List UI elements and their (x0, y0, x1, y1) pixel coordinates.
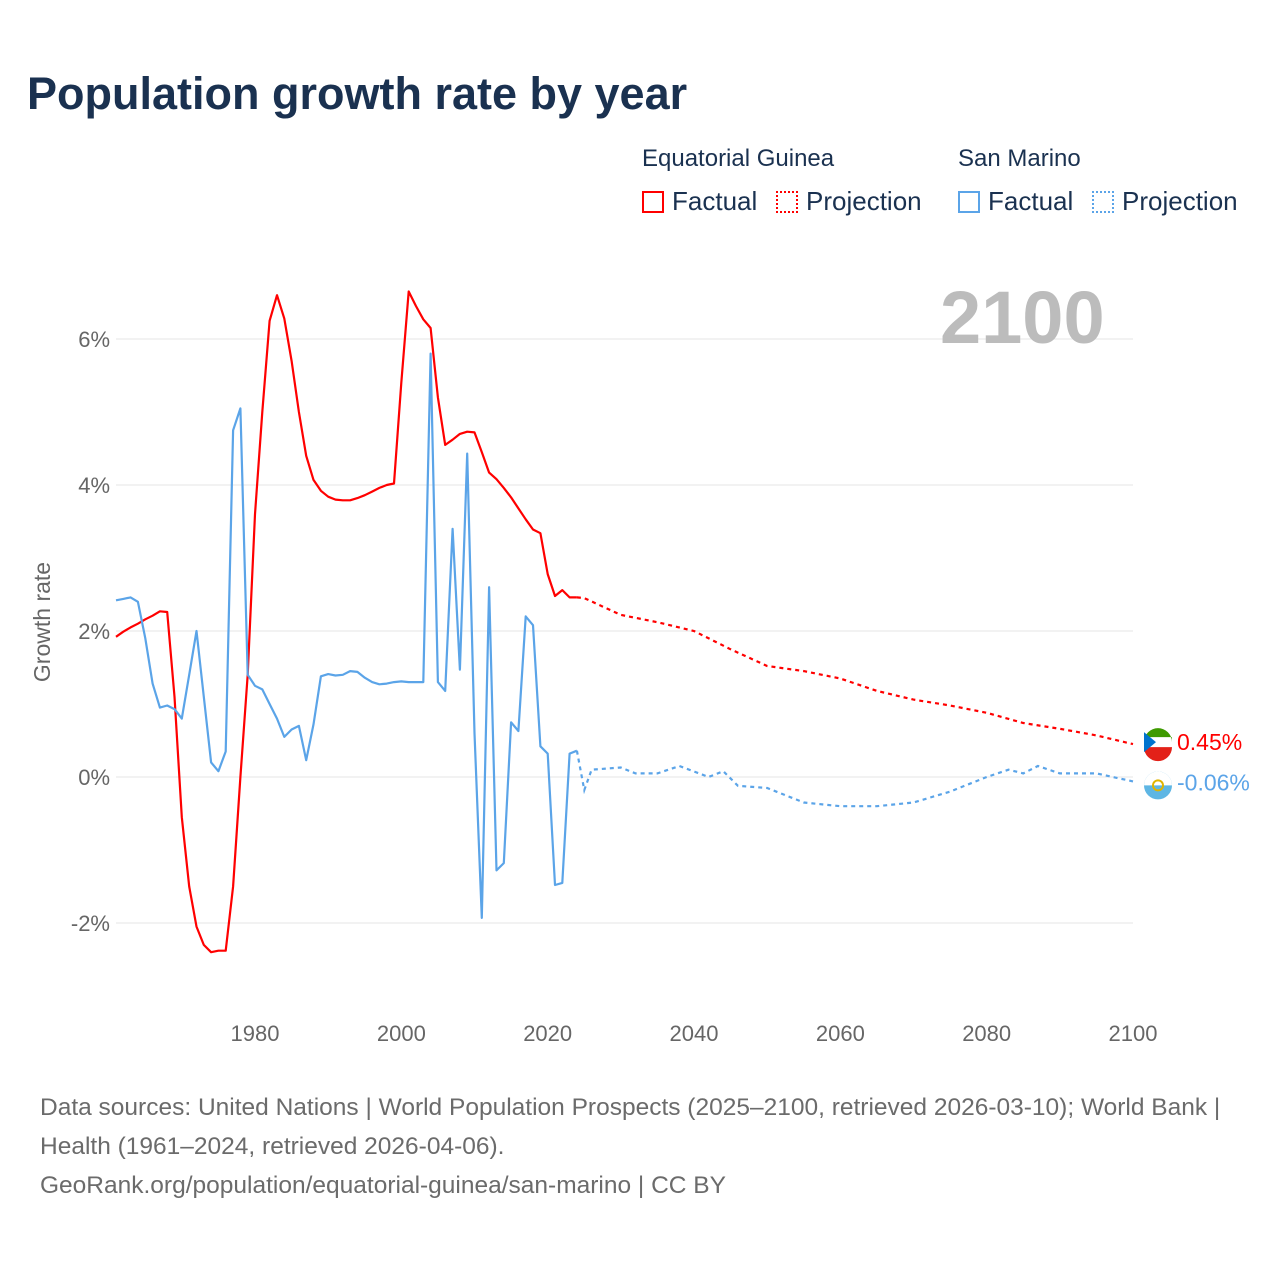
x-tick-label: 2060 (816, 1021, 865, 1046)
footer: Data sources: United Nations | World Pop… (40, 1088, 1240, 1205)
y-tick-label: 0% (78, 765, 110, 790)
plot-area: -2%0%2%4%6%1980 2000 2020 2040 2060 2080 2100 … (29, 290, 1250, 1046)
equatorial-guinea-factual-line (115, 290, 577, 954)
y-tick-label: 6% (78, 327, 110, 352)
flag-red (1144, 747, 1172, 762)
flag-emblem (1152, 779, 1164, 792)
x-tick-label: 2020 (523, 1021, 572, 1046)
legend-sm-factual[interactable]: Factual (958, 186, 1073, 217)
legend-label: Projection (1122, 186, 1238, 216)
current-year-label: 2100 (940, 276, 1105, 359)
y-tick-label: 4% (78, 473, 110, 498)
legend-swatch-solid (642, 190, 664, 213)
equatorial-guinea-end-label: 0.45% (1177, 729, 1242, 755)
legend-group-san-marino: San Marino (958, 145, 1081, 172)
x-tick-label: 2080 (962, 1021, 1011, 1046)
san-marino-end-label: -0.06% (1177, 769, 1250, 795)
legend-sm-projection[interactable]: Projection (1092, 186, 1238, 217)
x-tick-label: 1980 (231, 1021, 280, 1046)
y-axis-label: Growth rate (29, 562, 55, 682)
legend-swatch-solid (958, 190, 980, 213)
legend-eg-projection[interactable]: Projection (776, 186, 922, 217)
legend-label: Factual (988, 186, 1074, 216)
san-marino-projection-line (575, 750, 1134, 808)
legend-label: Projection (806, 186, 922, 216)
chart-title: Population growth rate by year (27, 68, 688, 119)
source-link[interactable]: GeoRank.org/population/equatorial-guinea… (40, 1172, 726, 1199)
legend-swatch-dotted (776, 190, 798, 213)
flag-green (1144, 728, 1172, 743)
legend-label: Factual (672, 186, 758, 216)
legend-eg-factual[interactable]: Factual (642, 186, 757, 217)
san-marino-flag-icon (1144, 771, 1172, 800)
x-tick-label: 2040 (670, 1021, 719, 1046)
data-sources: Data sources: United Nations | World Pop… (40, 1094, 1221, 1160)
legend-swatch-dotted (1092, 190, 1114, 213)
flag-blue (1144, 732, 1156, 753)
equatorial-guinea-flag-icon (1144, 728, 1172, 762)
equatorial-guinea-projection-line (576, 596, 1134, 746)
x-tick-label: 2100 (1109, 1021, 1158, 1046)
x-tick-label: 2000 (377, 1021, 426, 1046)
flag-white (1144, 771, 1172, 786)
y-tick-label: -2% (71, 911, 110, 936)
y-tick-label: 2% (78, 619, 110, 644)
legend-group-equatorial-guinea: Equatorial Guinea (642, 145, 835, 172)
san-marino-factual-line (115, 352, 578, 920)
